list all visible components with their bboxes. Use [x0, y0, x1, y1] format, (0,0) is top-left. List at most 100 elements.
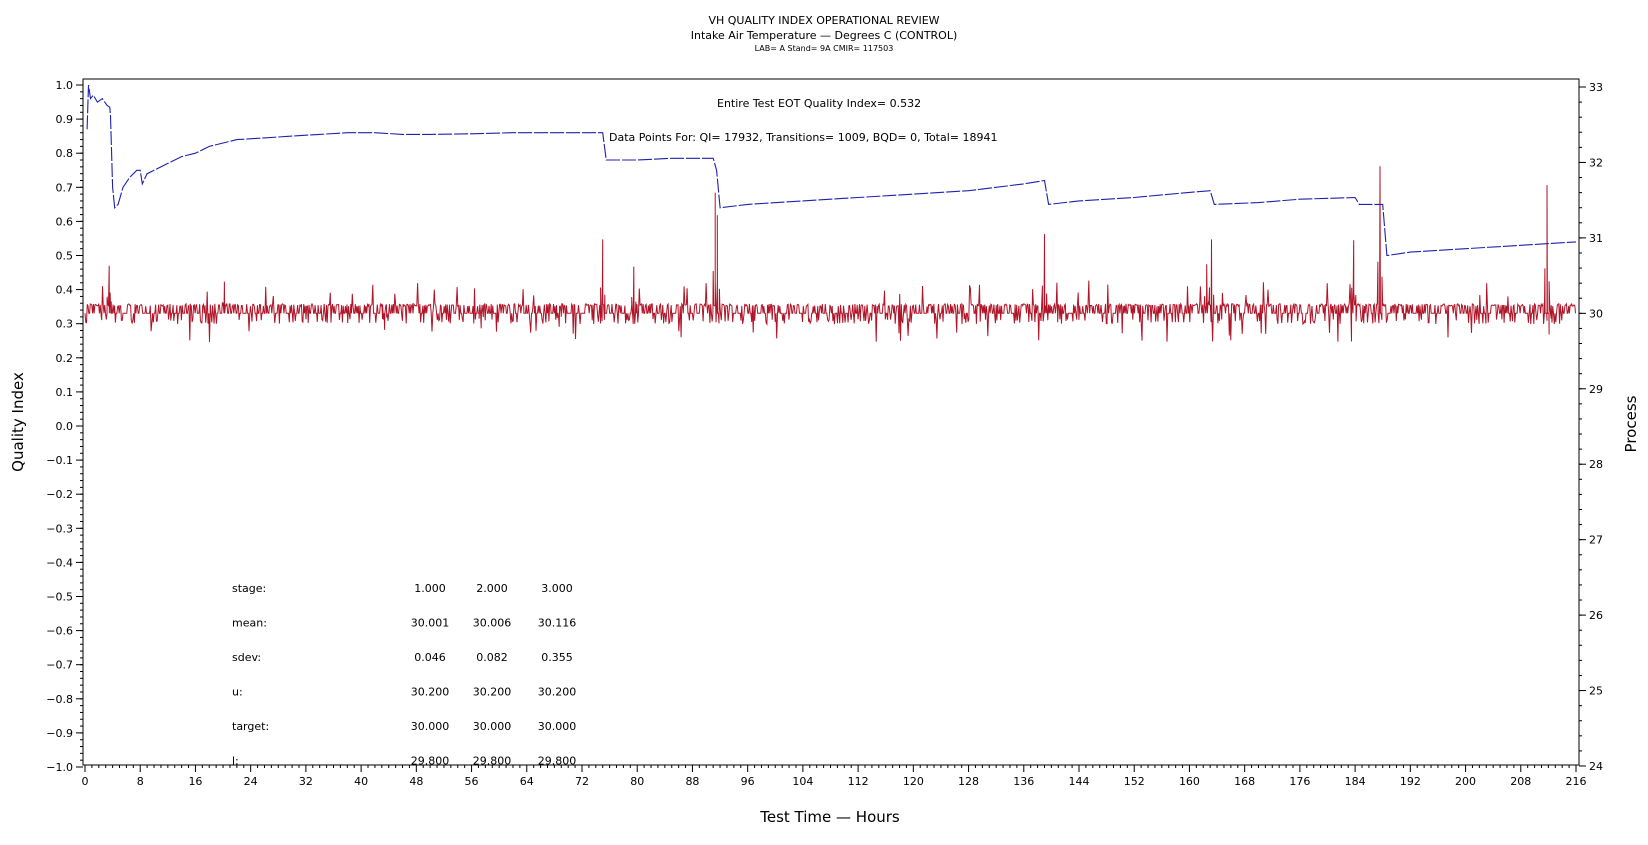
- x-tick-label: 208: [1510, 775, 1531, 788]
- x-axis-label: Test Time — Hours: [759, 808, 900, 826]
- y-axis-label: Quality Index: [9, 372, 27, 472]
- x-tick-label: 40: [354, 775, 368, 788]
- stats-cell: 2.000: [476, 582, 508, 595]
- y-tick-label: −0.7: [46, 659, 73, 672]
- x-tick-label: 16: [188, 775, 202, 788]
- x-tick-label: 48: [409, 775, 423, 788]
- y2-tick-label: 31: [1589, 232, 1603, 245]
- y2-tick-label: 27: [1589, 534, 1603, 547]
- stats-row-label: stage:: [232, 582, 266, 595]
- x-tick-label: 192: [1400, 775, 1421, 788]
- y-tick-label: 0.8: [56, 147, 74, 160]
- process-line: [84, 166, 1576, 342]
- y2-tick-label: 30: [1589, 307, 1603, 320]
- x-tick-label: 120: [903, 775, 924, 788]
- y-axis-right: 33 32 31 30 29 28 27 26 25 24: [1579, 81, 1603, 773]
- x-tick-label: 104: [792, 775, 813, 788]
- stats-row-label: u:: [232, 686, 243, 699]
- stats-table: stage: 1.000 2.000 3.000 mean: 30.001 30.006 30…: [232, 582, 576, 768]
- quality-index-line: [86, 84, 1577, 257]
- x-tick-label: 168: [1234, 775, 1255, 788]
- x-axis: 0 8 16 24 32 40 48 56 64 72 80 88 96 104 112 120 128 136 1…: [82, 765, 1587, 788]
- stats-cell: 3.000: [541, 582, 573, 595]
- x-tick-label: 56: [465, 775, 479, 788]
- y2-tick-label: 33: [1589, 81, 1603, 94]
- y-tick-label: −0.1: [46, 454, 73, 467]
- x-tick-label: 136: [1013, 775, 1034, 788]
- y-tick-label: 0.3: [56, 318, 74, 331]
- stats-cell: 29.800: [473, 755, 512, 768]
- y-tick-label: −0.2: [46, 488, 73, 501]
- y2-axis-label: Process: [1622, 395, 1640, 452]
- y2-tick-label: 25: [1589, 685, 1603, 698]
- stats-cell: 30.000: [473, 720, 512, 733]
- chart-subtitle: Intake Air Temperature — Degrees C (CONT…: [691, 29, 958, 42]
- stats-cell: 30.000: [411, 720, 450, 733]
- x-tick-label: 88: [685, 775, 699, 788]
- y2-tick-label: 24: [1589, 760, 1603, 773]
- y-tick-label: −0.8: [46, 693, 73, 706]
- stats-cell: 30.006: [473, 617, 512, 630]
- x-tick-label: 160: [1179, 775, 1200, 788]
- x-tick-label: 80: [630, 775, 644, 788]
- y-tick-label: 0.4: [56, 284, 74, 297]
- y-tick-label: 0.9: [56, 113, 74, 126]
- y-tick-label: −0.5: [46, 591, 73, 604]
- stats-cell: 1.000: [414, 582, 446, 595]
- stats-row-label: target:: [232, 720, 269, 733]
- x-tick-label: 72: [575, 775, 589, 788]
- stats-cell: 0.046: [414, 651, 446, 664]
- x-tick-label: 32: [299, 775, 313, 788]
- x-tick-label: 96: [741, 775, 755, 788]
- y-tick-label: 1.0: [56, 79, 74, 92]
- x-tick-label: 64: [520, 775, 534, 788]
- stats-cell: 0.355: [541, 651, 573, 664]
- stats-row-label: mean:: [232, 617, 267, 630]
- x-tick-label: 128: [958, 775, 979, 788]
- stats-cell: 29.800: [538, 755, 577, 768]
- stats-cell: 30.200: [411, 686, 450, 699]
- y-tick-label: 0.6: [56, 215, 74, 228]
- x-tick-label: 152: [1124, 775, 1145, 788]
- chart-subtitle-lab: LAB= A Stand= 9A CMIR= 117503: [755, 44, 894, 53]
- y-tick-label: −0.3: [46, 522, 73, 535]
- y-tick-label: 0.2: [56, 352, 74, 365]
- x-tick-label: 184: [1345, 775, 1366, 788]
- eot-quality-index: Entire Test EOT Quality Index= 0.532: [717, 97, 921, 110]
- x-tick-label: 0: [82, 775, 89, 788]
- y-tick-label: −1.0: [46, 761, 73, 774]
- stats-row-label: sdev:: [232, 651, 261, 664]
- y2-tick-label: 26: [1589, 609, 1603, 622]
- process-series: [84, 166, 1576, 342]
- x-tick-label: 144: [1069, 775, 1090, 788]
- x-tick-label: 200: [1455, 775, 1476, 788]
- chart-title: VH QUALITY INDEX OPERATIONAL REVIEW: [708, 14, 939, 27]
- y-tick-label: 0.0: [56, 420, 74, 433]
- stats-row-label: l:: [232, 755, 239, 768]
- y2-tick-label: 32: [1589, 156, 1603, 169]
- y2-tick-label: 29: [1589, 383, 1603, 396]
- stats-cell: 30.200: [473, 686, 512, 699]
- y-tick-label: 0.5: [56, 250, 74, 263]
- y-tick-label: 0.7: [56, 181, 74, 194]
- y-tick-label: −0.9: [46, 727, 73, 740]
- stats-cell: 30.200: [538, 686, 577, 699]
- data-points-summary: Data Points For: QI= 17932, Transitions=…: [609, 131, 998, 144]
- stats-cell: 29.800: [411, 755, 450, 768]
- stats-cell: 30.001: [411, 617, 450, 630]
- y-tick-label: 0.1: [56, 386, 74, 399]
- plot-frame: [82, 78, 1580, 766]
- quality-index-series: [86, 84, 1577, 257]
- x-tick-label: 216: [1566, 775, 1587, 788]
- stats-cell: 30.000: [538, 720, 577, 733]
- y-tick-label: −0.4: [46, 556, 73, 569]
- x-tick-label: 24: [244, 775, 258, 788]
- chart-titles: VH QUALITY INDEX OPERATIONAL REVIEW Inta…: [691, 14, 958, 53]
- y-axis-left: 1.0 0.9 0.8 0.7 0.6 0.5 0.4 0.3 0.2 0.1 0.0 −0.1 −0.…: [46, 79, 83, 774]
- x-tick-label: 112: [848, 775, 869, 788]
- x-tick-label: 8: [137, 775, 144, 788]
- stats-cell: 30.116: [538, 617, 577, 630]
- stats-cell: 0.082: [476, 651, 508, 664]
- y2-tick-label: 28: [1589, 458, 1603, 471]
